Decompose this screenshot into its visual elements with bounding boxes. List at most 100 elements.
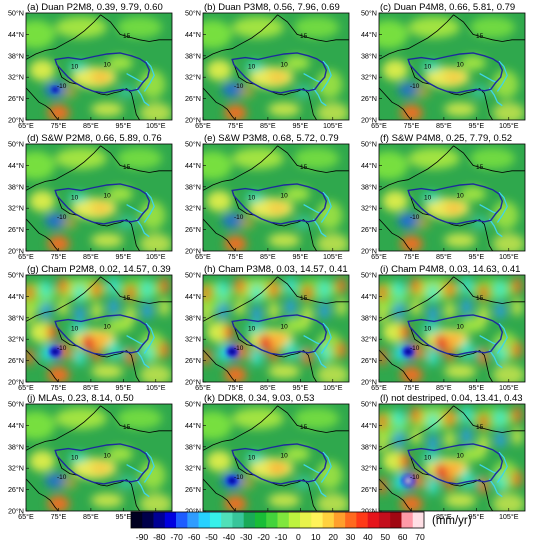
contour-label: 15 [300, 33, 308, 40]
x-tick-label: 105°E [323, 383, 343, 392]
y-tick-label: 20°N [8, 116, 24, 125]
x-tick-label: 95°E [468, 121, 484, 130]
contour-label: 15 [476, 424, 484, 431]
contour-label: -10 [410, 214, 420, 221]
contour-label: -10 [57, 83, 67, 90]
contour-label: 10 [103, 453, 111, 460]
y-tick-label: 20°N [361, 507, 377, 516]
y-tick-label: 20°N [8, 507, 24, 516]
x-tick-label: 75°E [228, 121, 244, 130]
colorbar-tick-label: 10 [311, 532, 321, 542]
map-panel: (k) DDK8, 0.34, 9.03, 0.53 10 10 -10 15 50°N 4… [185, 393, 350, 521]
field-map: 10 10 -10 15 [203, 275, 349, 382]
contour-label: 10 [280, 62, 288, 69]
colorbar-tick-label: 20 [328, 532, 338, 542]
x-tick-label: 65°E [195, 121, 211, 130]
contour-label: 15 [476, 295, 484, 302]
y-tick-label: 50°N [8, 400, 24, 409]
y-tick-label: 26°N [8, 485, 24, 494]
y-tick-label: 26°N [8, 225, 24, 234]
contour-label: 15 [123, 164, 131, 171]
y-tick-label: 38°N [185, 182, 201, 191]
contour-label: 15 [300, 295, 308, 302]
colorbar-tick-label: 40 [363, 532, 373, 542]
y-tick-label: 44°N [185, 161, 201, 170]
y-tick-label: 20°N [185, 378, 201, 387]
colorbar-segment [176, 512, 188, 528]
contour-label: -10 [234, 474, 244, 481]
contour-label: 10 [424, 454, 432, 461]
y-tick-label: 44°N [8, 161, 24, 170]
contour-label: 15 [123, 424, 131, 431]
y-tick-label: 38°N [8, 51, 24, 60]
colorbar-segment [198, 512, 211, 528]
x-tick-label: 105°E [499, 512, 519, 521]
y-tick-label: 32°N [361, 335, 377, 344]
map-panel: (d) S&W P2M8, 0.66, 5.89, 0.76 10 10 -10 15 5… [8, 133, 173, 261]
x-tick-label: 105°E [499, 252, 519, 261]
x-tick-label: 95°E [115, 121, 131, 130]
panel-title: (k) DDK8, 0.34, 9.03, 0.53 [204, 393, 314, 404]
contour-label: 10 [71, 454, 79, 461]
y-tick-label: 20°N [361, 247, 377, 256]
y-tick-label: 32°N [8, 73, 24, 82]
colorbar-tick-label: 30 [346, 532, 356, 542]
field-map: 10 10 -10 15 [26, 275, 172, 382]
contour-label: 10 [456, 453, 464, 460]
contour-label: 15 [476, 164, 484, 171]
colorbar-segment [288, 512, 301, 528]
field-map: 10 10 -10 15 [203, 13, 349, 120]
colorbar-segment [153, 512, 166, 528]
map-panel: (a) Duan P2M8, 0.39, 9.79, 0.60 10 10 -10 15… [8, 2, 173, 130]
y-tick-label: 38°N [8, 182, 24, 191]
x-tick-label: 65°E [18, 383, 34, 392]
contour-label: 15 [476, 33, 484, 40]
y-tick-label: 44°N [185, 292, 201, 301]
panel-title: (c) Duan P4M8, 0.66, 5.81, 0.79 [380, 2, 515, 13]
y-tick-label: 32°N [361, 73, 377, 82]
panel-frame [25, 12, 173, 121]
y-tick-label: 50°N [8, 271, 24, 280]
panel-grid: (a) Duan P2M8, 0.39, 9.79, 0.60 10 10 -10 15… [8, 2, 526, 521]
x-tick-label: 95°E [468, 512, 484, 521]
y-tick-label: 26°N [185, 94, 201, 103]
colorbar-tick-label: 0 [296, 532, 301, 542]
y-tick-label: 20°N [185, 507, 201, 516]
colorbar-segment [333, 512, 346, 528]
x-tick-label: 65°E [18, 252, 34, 261]
panel-title: (a) Duan P2M8, 0.39, 9.79, 0.60 [27, 2, 163, 13]
panel-title: (i) Cham P4M8, 0.03, 14.63, 0.41 [380, 264, 520, 275]
y-tick-label: 38°N [8, 442, 24, 451]
contour-label: 10 [71, 63, 79, 70]
y-tick-label: 50°N [8, 140, 24, 149]
panel-title: (e) S&W P3M8, 0.68, 5.72, 0.79 [204, 133, 339, 144]
colorbar-segment [401, 512, 414, 528]
x-tick-label: 95°E [292, 121, 308, 130]
field-map: 10 10 -10 15 [379, 404, 525, 511]
x-tick-label: 105°E [146, 121, 166, 130]
map-panel: (e) S&W P3M8, 0.68, 5.72, 0.79 10 10 -10 15 5… [185, 133, 350, 261]
y-tick-label: 20°N [8, 378, 24, 387]
colorbar-segment [390, 512, 402, 528]
y-tick-label: 50°N [8, 9, 24, 18]
contour-label: 15 [300, 424, 308, 431]
x-tick-label: 105°E [323, 252, 343, 261]
y-tick-label: 38°N [361, 182, 377, 191]
x-tick-label: 95°E [115, 512, 131, 521]
y-tick-label: 38°N [361, 313, 377, 322]
x-tick-label: 95°E [292, 383, 308, 392]
colorbar-tick-label: 70 [415, 532, 425, 542]
y-tick-label: 44°N [361, 30, 377, 39]
contour-label: -10 [234, 345, 244, 352]
contour-label: 10 [456, 62, 464, 69]
contour-label: 10 [248, 194, 256, 201]
panel-title: (f) S&W P4M8, 0.25, 7.79, 0.52 [380, 133, 512, 144]
colorbar-segment [164, 512, 177, 528]
colorbar-tick-label: -90 [136, 532, 149, 542]
colorbar-tick-label: -30 [240, 532, 253, 542]
panel-frame [378, 274, 526, 383]
x-tick-label: 75°E [228, 252, 244, 261]
x-tick-label: 85°E [260, 252, 276, 261]
field-map: 10 10 -10 15 [203, 144, 349, 251]
